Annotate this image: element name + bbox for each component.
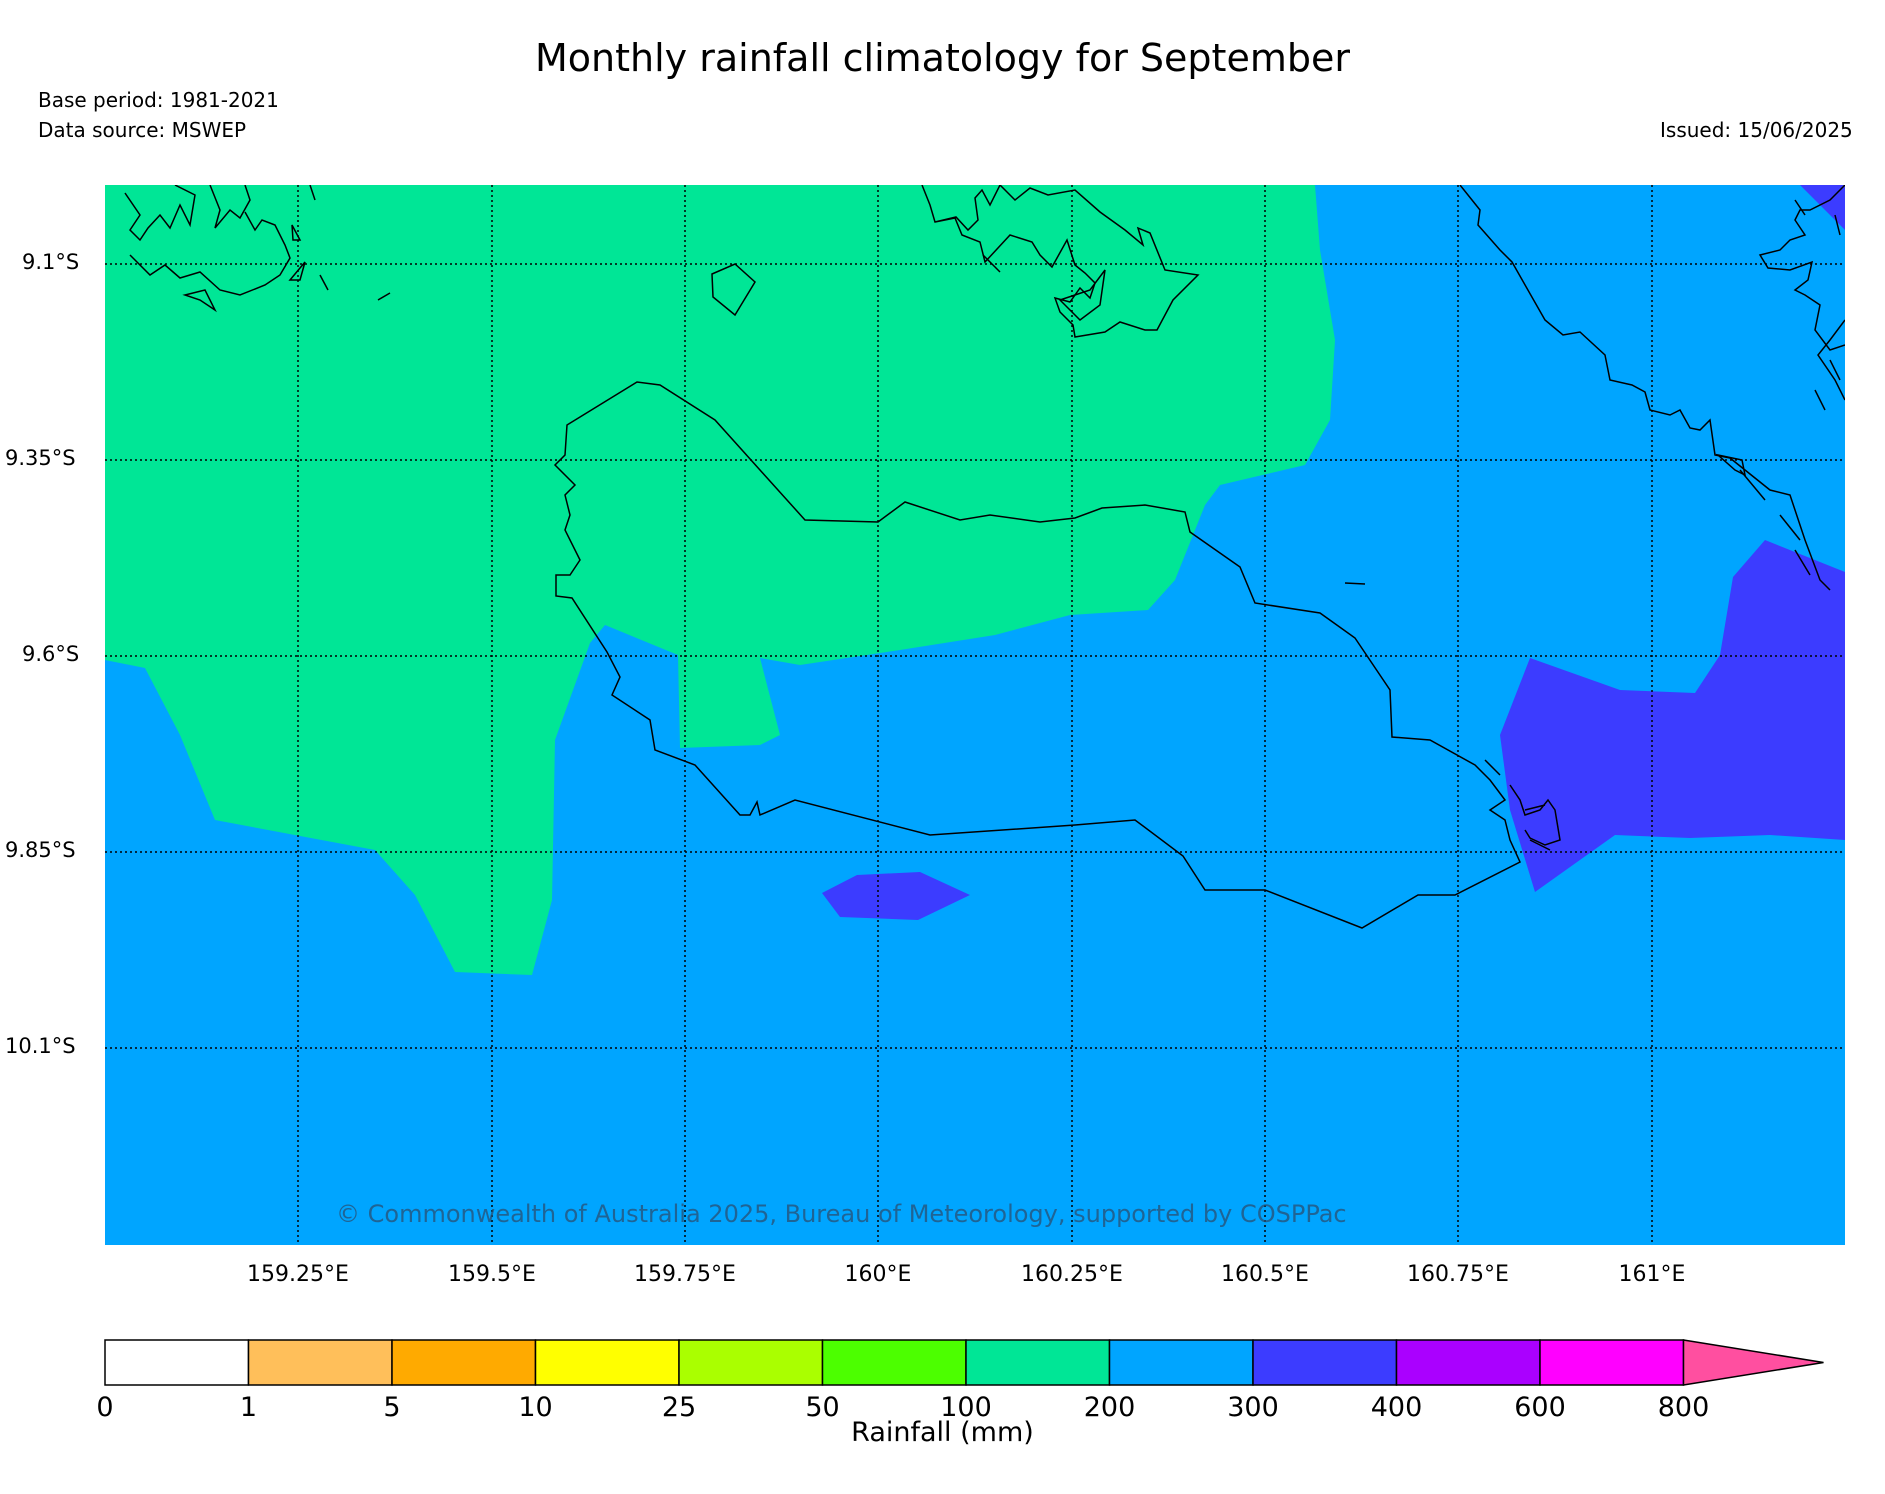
rain-zone-300-400-south (822, 872, 970, 920)
coastline-malaita-islet-6 (1829, 359, 1841, 381)
coastline-florida-islands (921, 185, 1200, 338)
coastline-malaita-islet-5 (1814, 389, 1826, 411)
coastline-islet-a (1058, 269, 1106, 321)
coastline-small-island (711, 263, 756, 317)
colorbar-segment (391, 1339, 537, 1386)
base-period: Base period: 1981-2021 (38, 88, 279, 112)
map-title: Monthly rainfall climatology for Septemb… (535, 36, 1350, 80)
coastline-nw-islet-2 (291, 224, 302, 241)
coastline-malaita-east (1758, 185, 1845, 351)
colorbar-tick-label: 200 (1083, 1392, 1136, 1423)
lat-label-5: 10.1°S (5, 1034, 76, 1058)
lon-label-3: 159.75°E (634, 1262, 736, 1287)
colorbar-tick-label: 5 (383, 1392, 401, 1423)
coastline-malaita-islet-8 (1794, 199, 1806, 216)
lon-label-8: 161°E (1618, 1262, 1686, 1287)
coastline-malaita-islet-4 (1794, 549, 1811, 576)
colorbar-tick-label: 10 (518, 1392, 553, 1423)
colorbar-extend-arrow (1682, 1339, 1824, 1386)
coastlines (124, 185, 1845, 929)
coastline-nw-islet-4 (319, 274, 329, 291)
colorbar-segment (1108, 1339, 1254, 1386)
colorbar-label: Rainfall (mm) (851, 1417, 1034, 1448)
lon-label-7: 160.75°E (1407, 1262, 1509, 1287)
colorbar-tick-label: 600 (1514, 1392, 1566, 1423)
lat-label-4: 9.85°S (5, 838, 76, 862)
coastline-marau-islets (1509, 784, 1561, 851)
colorbar-tick-label: 100 (940, 1392, 992, 1423)
colorbar-segment (821, 1339, 967, 1386)
copyright-notice: © Commonwealth of Australia 2025, Bureau… (336, 1200, 1347, 1228)
lat-label-2: 9.35°S (5, 446, 76, 470)
lat-label-1: 9.1°S (22, 250, 80, 274)
colorbar (104, 1339, 1824, 1386)
colorbar-segment (104, 1339, 250, 1386)
lon-label-5: 160.25°E (1021, 1262, 1123, 1287)
lon-label-2: 159.5°E (448, 1262, 536, 1287)
colorbar-segment (247, 1339, 393, 1386)
coastline-malaita-islet-2 (1739, 469, 1766, 501)
coastline-malaita-tip (1817, 319, 1845, 401)
colorbar-tick-label: 1 (239, 1392, 258, 1423)
colorbar-segment (965, 1339, 1111, 1386)
data-source: Data source: MSWEP (38, 118, 247, 142)
colorbar-tick-label: 800 (1657, 1392, 1710, 1423)
coastline-malaita-islet-3 (1779, 514, 1801, 541)
colorbar-tick-label: 400 (1370, 1392, 1423, 1423)
coastline-malaita-islet-7 (1834, 214, 1841, 236)
colorbar-segment (534, 1339, 680, 1386)
lon-label-6: 160.5°E (1221, 1262, 1309, 1287)
coastline-nw-islands (124, 185, 291, 296)
colorbar-tick-label: 0 (96, 1392, 114, 1423)
rain-zone-100-200 (105, 185, 1335, 975)
issued-date: Issued: 15/06/2025 (1660, 118, 1853, 142)
lon-label-4: 160°E (844, 1262, 912, 1287)
coastline-marau-islet-2 (1484, 759, 1501, 776)
coastline-nw-islet-1 (182, 289, 217, 313)
coastline-nw-islet-6 (309, 185, 316, 201)
colorbar-segment (678, 1339, 824, 1386)
lat-label-3: 9.6°S (22, 642, 80, 666)
colorbar-segment (1395, 1339, 1541, 1386)
colorbar-segment (1252, 1339, 1398, 1386)
coastline-east-islet (1344, 582, 1366, 585)
coastline-nw-islet-5 (377, 292, 391, 301)
colorbar-tick-label: 300 (1227, 1392, 1279, 1423)
lon-label-1: 159.25°E (247, 1262, 349, 1287)
colorbar-tick-label: 50 (805, 1392, 840, 1423)
coastline-guadalcanal (553, 381, 1521, 929)
colorbar-segment (1539, 1339, 1685, 1386)
coastline-malaita (1459, 185, 1831, 591)
rain-zone-300-400-east (1500, 540, 1845, 892)
graticule (105, 185, 1845, 1245)
colorbar-tick-label: 25 (661, 1392, 697, 1423)
